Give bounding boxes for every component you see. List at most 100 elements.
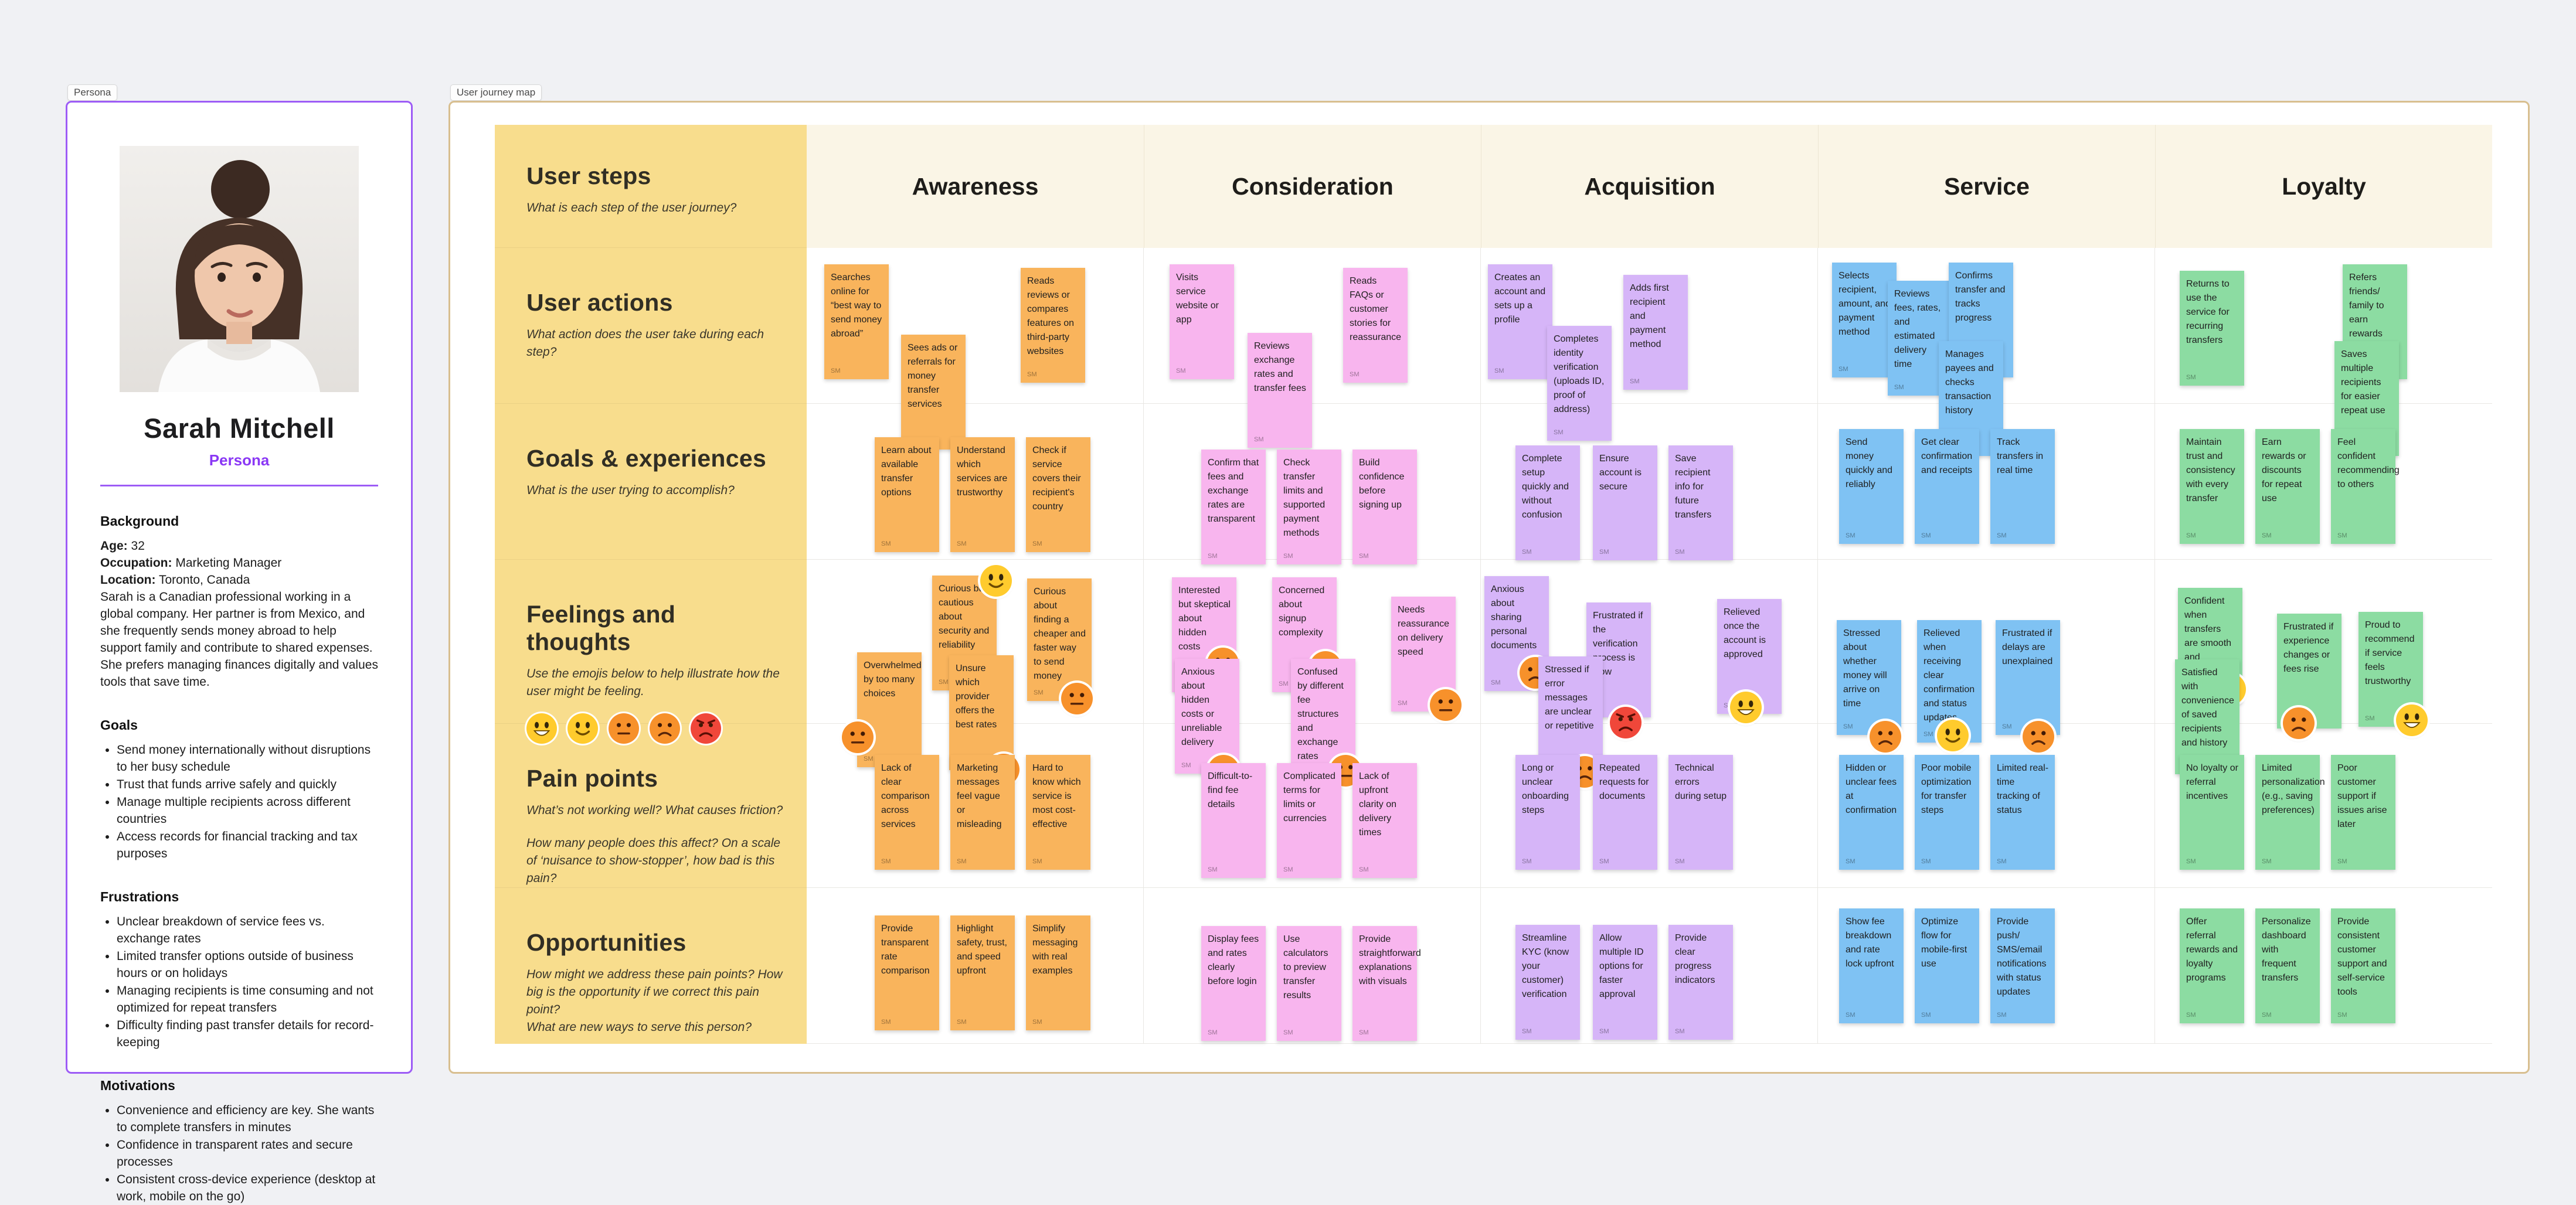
sticky-note-actions-consideration[interactable]: Reads FAQs or customer stories for reass…: [1343, 268, 1408, 383]
sticky-note-pain-consideration[interactable]: Complicated terms for limits or currenci…: [1277, 763, 1341, 878]
emoji-frown-icon[interactable]: [2023, 721, 2054, 753]
sticky-note-feelings-awareness[interactable]: Unsure which provider offers the best ra…: [949, 655, 1019, 785]
journey-map-frame-tag[interactable]: User journey map: [450, 84, 542, 101]
opportunities-subtitle: How might we address these pain points? …: [526, 968, 783, 1034]
sticky-note-opportunities-consideration[interactable]: Display fees and rates clearly before lo…: [1201, 926, 1266, 1041]
sticky-note-actions-acquisition[interactable]: Creates an account and sets up a profile…: [1488, 264, 1552, 379]
sticky-note-pain-service[interactable]: Limited real-time tracking of status SM: [1990, 755, 2055, 870]
sticky-note-opportunities-service[interactable]: Provide push/ SMS/email notifications wi…: [1990, 908, 2055, 1023]
sticky-note-author-initials: SM: [939, 679, 949, 686]
emoji-frown-icon[interactable]: [650, 713, 680, 744]
sticky-note-feelings-awareness[interactable]: Overwhelmed by too many choices SM: [842, 652, 922, 767]
sticky-note-feelings-loyalty[interactable]: Proud to recommend if service feels trus…: [2358, 612, 2428, 736]
sticky-note-feelings-service[interactable]: Relieved when receiving clear confirmati…: [1917, 620, 1982, 751]
sticky-note-actions-awareness[interactable]: Sees ads or referrals for money transfer…: [901, 335, 966, 450]
emoji-frown-icon[interactable]: [1870, 721, 1901, 753]
sticky-note-goals-loyalty[interactable]: Maintain trust and consistency with ever…: [2180, 429, 2244, 544]
sticky-note-feelings-consideration[interactable]: Needs reassurance on delivery speed SM: [1391, 597, 1462, 721]
sticky-note-feelings-awareness[interactable]: Curious about finding a cheaper and fast…: [1027, 578, 1093, 714]
sticky-note-text: Personalize dashboard with frequent tran…: [2262, 917, 2311, 983]
sticky-note-opportunities-awareness[interactable]: Provide transparent rate comparison SM: [875, 915, 939, 1030]
sticky-note-goals-service[interactable]: Get clear confirmation and receipts SM: [1915, 429, 1979, 544]
sticky-note-actions-loyalty[interactable]: Returns to use the service for recurring…: [2180, 271, 2244, 386]
emoji-frown-icon[interactable]: [2283, 707, 2315, 739]
emoji-grin-icon[interactable]: [526, 713, 557, 744]
sticky-note-pain-awareness[interactable]: Hard to know which service is most cost-…: [1026, 755, 1090, 870]
emoji-neutral-icon[interactable]: [1430, 689, 1462, 721]
sticky-note-opportunities-acquisition[interactable]: Provide clear progress indicators SM: [1668, 925, 1733, 1040]
sticky-note-goals-awareness[interactable]: Learn about available transfer options SM: [875, 437, 939, 552]
sticky-note-pain-acquisition[interactable]: Long or unclear onboarding steps SM: [1515, 755, 1580, 870]
sticky-note-feelings-acquisition[interactable]: Anxious about sharing personal documents…: [1484, 576, 1551, 691]
sticky-note-pain-loyalty[interactable]: No loyalty or referral incentives SM: [2180, 755, 2244, 870]
sticky-note-text: Relieved when receiving clear confirmati…: [1923, 628, 1975, 723]
sticky-note-actions-service[interactable]: Selects recipient, amount, and payment m…: [1832, 263, 1897, 377]
sticky-note-feelings-acquisition[interactable]: Stressed if error messages are unclear o…: [1538, 656, 1603, 788]
sticky-note-pain-awareness[interactable]: Marketing messages feel vague or mislead…: [950, 755, 1015, 870]
sticky-note-goals-acquisition[interactable]: Ensure account is secure SM: [1593, 445, 1657, 560]
sticky-note-actions-awareness[interactable]: Searches online for “best way to send mo…: [824, 264, 889, 379]
sticky-note-pain-service[interactable]: Poor mobile optimization for transfer st…: [1915, 755, 1979, 870]
sticky-note-goals-loyalty[interactable]: Feel confident recommending to others SM: [2331, 429, 2400, 544]
sticky-note-pain-acquisition[interactable]: Technical errors during setup SM: [1668, 755, 1733, 870]
sticky-note-pain-awareness[interactable]: Lack of clear comparison across services…: [875, 755, 939, 870]
emoji-grin-icon[interactable]: [2396, 704, 2428, 736]
sticky-note-goals-loyalty[interactable]: Earn rewards or discounts for repeat use…: [2255, 429, 2320, 544]
sticky-note-opportunities-acquisition[interactable]: Streamline KYC (know your customer) veri…: [1515, 925, 1580, 1040]
emoji-neutral-icon[interactable]: [609, 713, 639, 744]
sticky-note-pain-loyalty[interactable]: Limited personalization (e.g., saving pr…: [2255, 755, 2325, 870]
sticky-note-feelings-service[interactable]: Frustrated if delays are unexplained SM: [1996, 620, 2060, 753]
sticky-note-goals-service[interactable]: Send money quickly and reliably SM: [1839, 429, 1904, 544]
sticky-note-goals-service[interactable]: Track transfers in real time SM: [1990, 429, 2055, 544]
sticky-note-opportunities-awareness[interactable]: Simplify messaging with real examples SM: [1026, 915, 1090, 1030]
sticky-note-goals-awareness[interactable]: Check if service covers their recipient'…: [1026, 437, 1090, 552]
sticky-note-goals-acquisition[interactable]: Save recipient info for future transfers…: [1668, 445, 1733, 560]
stage-title: Acquisition: [1584, 172, 1715, 200]
sticky-note-opportunities-loyalty[interactable]: Offer referral rewards and loyalty progr…: [2180, 908, 2244, 1023]
emoji-neutral-icon[interactable]: [842, 721, 874, 753]
emoji-angry-icon[interactable]: [691, 713, 721, 744]
emoji-neutral-icon[interactable]: [1061, 683, 1093, 714]
sticky-note-goals-awareness[interactable]: Understand which services are trustworth…: [950, 437, 1015, 552]
emoji-angry-icon[interactable]: [1610, 707, 1642, 738]
sticky-note-feelings-acquisition[interactable]: Relieved once the account is approved SM: [1717, 599, 1782, 723]
sticky-note-author-initials: SM: [1034, 689, 1044, 696]
sticky-note-feelings-service[interactable]: Stressed about whether money will arrive…: [1837, 620, 1901, 753]
sticky-note-goals-consideration[interactable]: Check transfer limits and supported paym…: [1277, 450, 1341, 564]
sticky-note-opportunities-consideration[interactable]: Use calculators to preview transfer resu…: [1277, 926, 1341, 1041]
sticky-note-actions-consideration[interactable]: Reviews exchange rates and transfer fees…: [1248, 333, 1312, 448]
sticky-note-pain-consideration[interactable]: Lack of upfront clarity on delivery time…: [1352, 763, 1417, 878]
emoji-smile-icon[interactable]: [567, 713, 598, 744]
sticky-note-actions-awareness[interactable]: Reads reviews or compares features on th…: [1021, 268, 1085, 383]
emoji-grin-icon[interactable]: [1730, 692, 1762, 723]
sticky-note-goals-consideration[interactable]: Build confidence before signing up SM: [1352, 450, 1417, 564]
sticky-note-feelings-loyalty[interactable]: Frustrated if experience changes or fees…: [2277, 614, 2341, 739]
sticky-note-opportunities-loyalty[interactable]: Provide consistent customer support and …: [2331, 908, 2395, 1023]
sticky-note-opportunities-service[interactable]: Optimize flow for mobile-first use SM: [1915, 908, 1979, 1023]
emoji-smile-icon[interactable]: [1937, 720, 1969, 751]
persona-frame-tag[interactable]: Persona: [67, 84, 118, 101]
sticky-note-actions-acquisition[interactable]: Adds first recipient and payment method S…: [1623, 275, 1688, 390]
sticky-note-pain-service[interactable]: Hidden or unclear fees at confirmation SM: [1839, 755, 1904, 870]
sticky-note-actions-acquisition[interactable]: Completes identity verification (uploads…: [1547, 326, 1612, 441]
sticky-note-goals-consideration[interactable]: Confirm that fees and exchange rates are…: [1201, 450, 1266, 564]
sticky-note-opportunities-consideration[interactable]: Provide straightforward explanations wit…: [1352, 926, 1421, 1041]
sticky-note-actions-consideration[interactable]: Visits service website or app SM: [1170, 264, 1234, 379]
sticky-note-pain-acquisition[interactable]: Repeated requests for documents SM: [1593, 755, 1657, 870]
sticky-note-pain-consideration[interactable]: Difficult-to-find fee details SM: [1201, 763, 1266, 878]
sticky-note-author-initials: SM: [1838, 366, 1848, 373]
sticky-note-opportunities-awareness[interactable]: Highlight safety, trust, and speed upfro…: [950, 915, 1015, 1030]
sticky-note-opportunities-acquisition[interactable]: Allow multiple ID options for faster app…: [1593, 925, 1657, 1040]
sticky-note-text: Long or unclear onboarding steps: [1522, 763, 1569, 815]
sticky-note-feelings-acquisition[interactable]: Frustrated if the verification process i…: [1586, 602, 1651, 738]
sticky-note-goals-acquisition[interactable]: Complete setup quickly and without confu…: [1515, 445, 1580, 560]
emoji-smile-icon[interactable]: [980, 565, 1012, 597]
sticky-note-feelings-consideration[interactable]: Confused by different fee structures and…: [1291, 659, 1361, 787]
sticky-note-opportunities-service[interactable]: Show fee breakdown and rate lock upfront…: [1839, 908, 1904, 1023]
sticky-note-text: Concerned about signup complexity: [1279, 586, 1325, 638]
persona-card[interactable]: Sarah Mitchell Persona Background Age: 3…: [66, 101, 413, 1203]
sticky-note-feelings-consideration[interactable]: Anxious about hidden costs or unreliable…: [1175, 659, 1239, 787]
sticky-note-opportunities-loyalty[interactable]: Personalize dashboard with frequent tran…: [2255, 908, 2320, 1023]
sticky-note-pain-loyalty[interactable]: Poor customer support if issues arise la…: [2331, 755, 2395, 870]
sticky-note-text: Frustrated if delays are unexplained: [2002, 628, 2053, 666]
